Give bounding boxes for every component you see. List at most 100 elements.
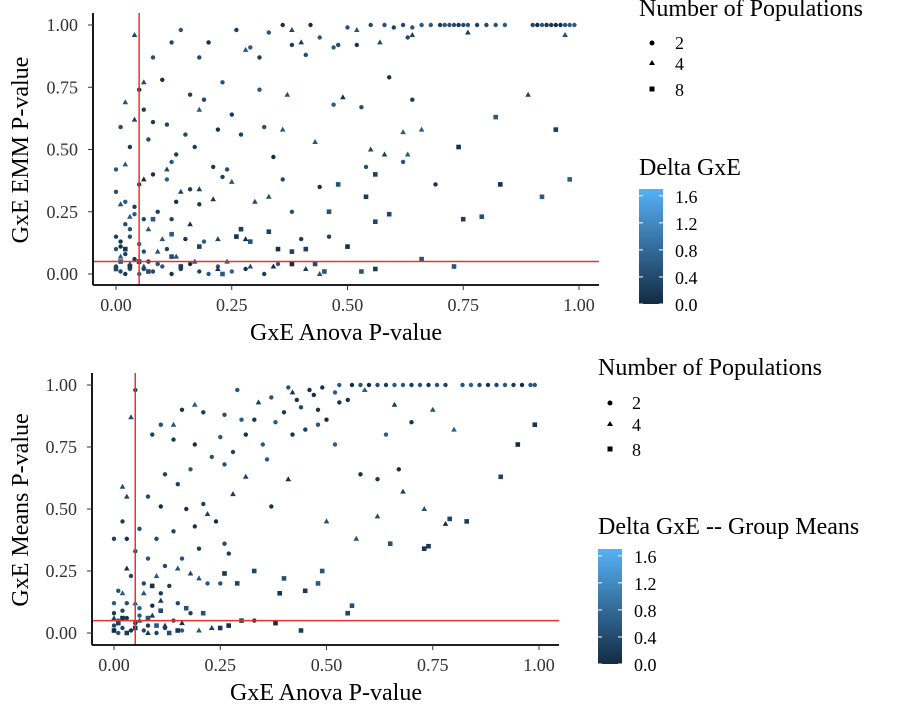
data-point-square: [479, 214, 485, 219]
data-point-triangle: [215, 236, 221, 242]
data-point-circle: [127, 144, 133, 150]
data-point-square: [532, 422, 538, 427]
data-point-circle: [396, 467, 401, 472]
data-point-triangle: [409, 32, 416, 37]
data-point-triangle: [247, 263, 254, 269]
data-point-circle: [120, 625, 125, 631]
data-point-circle: [532, 382, 537, 388]
data-point-circle: [226, 551, 231, 556]
data-point-triangle: [196, 575, 202, 581]
y-tick-label: 1.00: [46, 375, 78, 395]
data-point-circle: [238, 132, 244, 137]
y-axis-title-emm: GxE EMM P-value: [8, 57, 34, 244]
threshold-lines-means: [92, 373, 559, 645]
data-point-triangle: [361, 387, 368, 392]
data-point-circle: [164, 177, 170, 182]
data-point-circle: [123, 222, 128, 227]
data-point-triangle: [111, 615, 117, 621]
y-tick-label: 1.00: [47, 15, 79, 35]
data-points-emm: [113, 22, 577, 277]
data-point-triangle: [145, 630, 151, 635]
data-point-circle: [132, 204, 137, 209]
data-point-circle: [111, 623, 117, 628]
data-point-triangle: [122, 99, 129, 105]
colorbar-label-1-2: 1.2: [634, 574, 657, 594]
data-point-circle: [410, 25, 415, 30]
data-point-circle: [528, 382, 533, 388]
data-point-circle: [317, 184, 322, 190]
data-point-circle: [326, 234, 332, 239]
data-point-square: [149, 583, 155, 589]
data-point-circle: [124, 615, 129, 621]
data-point-circle: [113, 167, 119, 172]
data-point-triangle: [228, 178, 235, 184]
data-point-circle: [197, 55, 202, 60]
data-point-square: [493, 114, 498, 120]
data-point-circle: [281, 410, 287, 415]
data-point-circle: [336, 42, 341, 48]
data-point-circle: [332, 442, 338, 447]
data-point-circle: [544, 22, 549, 28]
data-point-circle: [477, 382, 482, 388]
y-tick-label: 0.75: [47, 77, 79, 97]
data-point-square: [178, 264, 184, 269]
data-point-circle: [167, 583, 172, 589]
data-point-circle: [368, 22, 373, 28]
data-point-circle: [150, 55, 156, 60]
data-point-circle: [141, 107, 146, 112]
data-point-square: [363, 194, 369, 200]
data-point-circle: [257, 55, 262, 60]
legend-label-8: 8: [675, 80, 684, 100]
data-point-triangle: [252, 198, 258, 204]
data-point-square: [289, 249, 295, 254]
data-point-triangle: [196, 186, 203, 192]
data-point-triangle: [187, 570, 194, 576]
data-point-circle: [201, 410, 206, 415]
legend-triangle-icon: [607, 421, 613, 426]
data-point-square: [248, 239, 253, 244]
data-point-square: [238, 226, 244, 232]
legend-title-populations-emm: Number of Populations: [639, 0, 863, 22]
x-tick-label: 0.75: [417, 655, 449, 675]
data-point-triangle: [230, 491, 236, 497]
data-point-triangle: [117, 253, 124, 259]
data-point-circle: [171, 529, 176, 534]
data-point-square: [150, 216, 156, 222]
data-point-triangle: [154, 248, 161, 254]
data-point-triangle: [421, 506, 428, 511]
legend-square-icon: [649, 86, 655, 92]
data-point-circle: [290, 432, 295, 437]
data-point-circle: [197, 202, 202, 207]
data-point-circle: [174, 152, 179, 157]
y-tick-label: 0.25: [46, 561, 78, 581]
data-point-circle: [169, 40, 174, 45]
data-point-square: [386, 211, 392, 217]
legend-triangle-icon: [649, 60, 655, 65]
data-point-triangle: [164, 166, 170, 172]
data-point-circle: [201, 501, 206, 507]
data-point-circle: [252, 417, 257, 422]
data-point-circle: [264, 457, 270, 462]
data-point-circle: [262, 124, 267, 130]
colorbar-label-0-8: 0.8: [675, 241, 698, 261]
data-point-circle: [118, 239, 123, 244]
data-point-circle: [572, 22, 577, 28]
data-point-circle: [289, 42, 295, 48]
data-point-circle: [303, 427, 308, 432]
data-point-square: [387, 541, 393, 546]
data-point-square: [303, 246, 309, 252]
data-point-circle: [150, 172, 156, 177]
data-point-circle: [213, 519, 219, 524]
data-point-circle: [150, 269, 156, 274]
data-point-circle: [359, 105, 364, 110]
data-point-circle: [410, 97, 415, 102]
data-point-circle: [358, 472, 363, 477]
data-point-triangle: [173, 253, 179, 259]
data-point-circle: [164, 122, 170, 127]
data-point-triangle: [117, 201, 124, 207]
data-point-circle: [391, 25, 396, 30]
data-point-circle: [183, 132, 188, 137]
data-point-square: [312, 261, 318, 267]
data-point-circle: [428, 22, 433, 28]
data-point-circle: [118, 269, 123, 274]
